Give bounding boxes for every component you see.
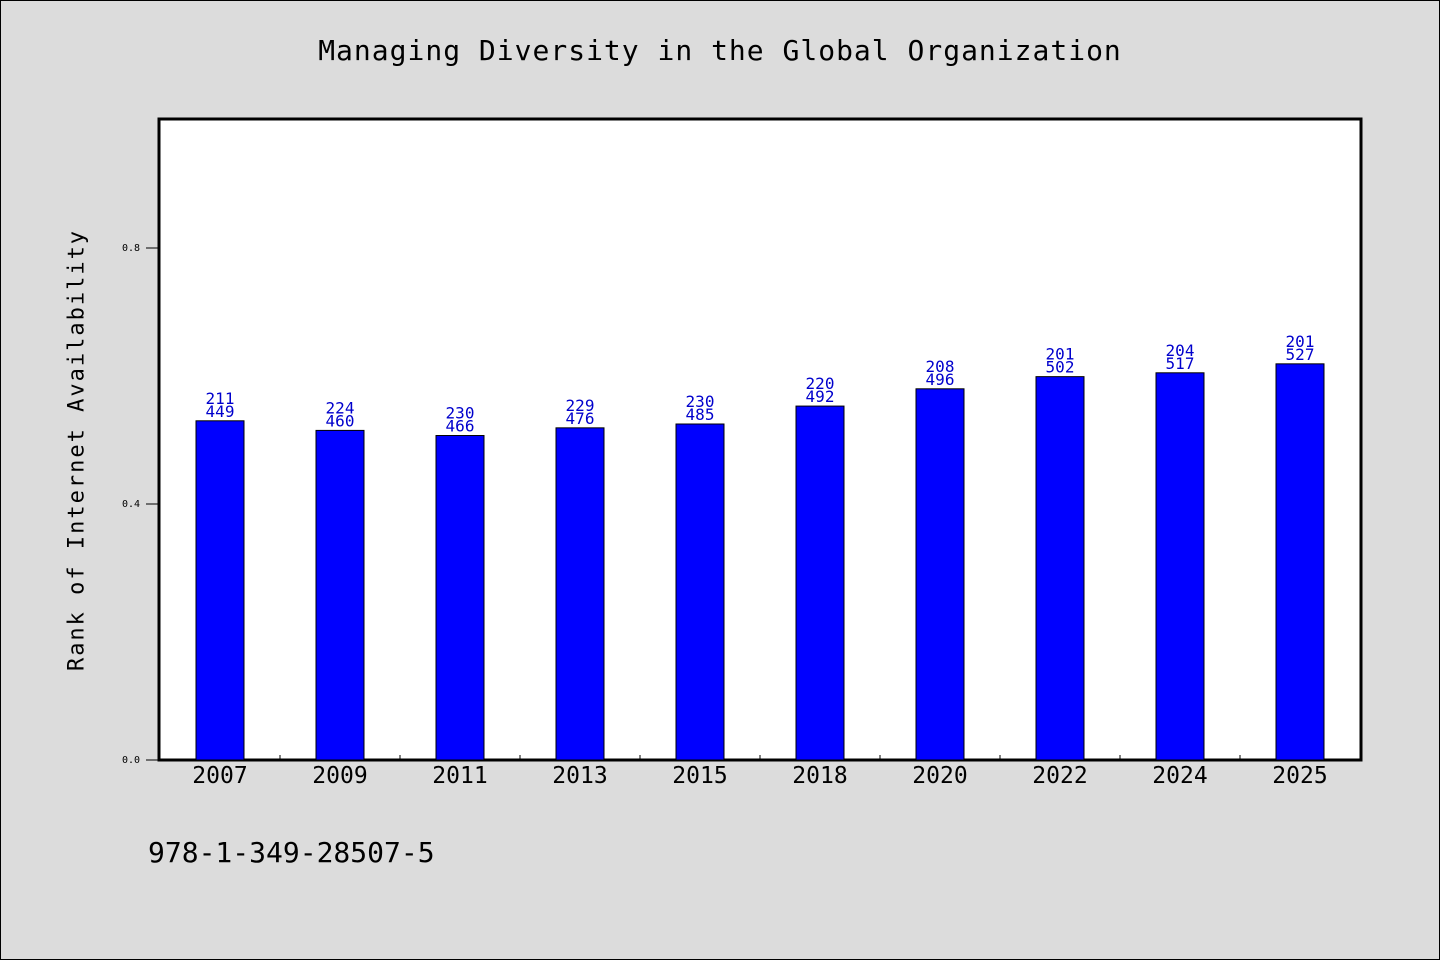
x-tick-label: 2013 [552, 763, 607, 789]
chart-title: Managing Diversity in the Global Organiz… [318, 34, 1122, 67]
bar [555, 427, 605, 761]
data-label-bottom: 485 [686, 405, 715, 424]
data-label-top: 230 [446, 404, 475, 423]
x-tick-label: 2025 [1272, 763, 1327, 789]
bar [195, 420, 245, 761]
data-label-top: 220 [806, 374, 835, 393]
y-axis-ticks: 0.0 0.4 0.8 [122, 243, 160, 766]
data-label-top: 224 [326, 398, 355, 417]
bar [915, 388, 965, 761]
data-label-bottom: 466 [446, 417, 475, 436]
x-tick-label: 2018 [792, 763, 847, 789]
data-label-top: 230 [686, 392, 715, 411]
data-label-top: 211 [206, 389, 235, 408]
x-tick-label: 2022 [1032, 763, 1087, 789]
x-tick-label: 2020 [912, 763, 967, 789]
data-label-bottom: 476 [566, 409, 595, 428]
data-label-top: 208 [926, 357, 955, 376]
bar [1035, 376, 1085, 761]
x-axis-ticks: 2007 2009 2011 2013 2015 2018 2020 2022 2024 2025 [192, 755, 1328, 789]
data-label-bottom: 449 [206, 402, 235, 421]
x-tick-label: 2015 [672, 763, 727, 789]
data-label-bottom: 527 [1286, 345, 1315, 364]
data-label-top: 229 [566, 396, 595, 415]
x-tick-label: 2007 [192, 763, 247, 789]
x-tick-label: 2024 [1152, 763, 1207, 789]
data-label-bottom: 496 [926, 370, 955, 389]
data-label-bottom: 460 [326, 411, 355, 430]
data-label-top: 201 [1286, 332, 1315, 351]
bar [435, 435, 485, 761]
bars [195, 363, 1325, 761]
bar [795, 405, 845, 761]
bar [315, 429, 365, 761]
data-label-top: 201 [1046, 345, 1075, 364]
bar [1155, 372, 1205, 761]
y-tick-label: 0.0 [122, 755, 140, 766]
data-label-bottom: 517 [1166, 354, 1195, 373]
bar [1275, 363, 1325, 761]
data-label-top: 204 [1166, 341, 1195, 360]
data-label-bottom: 492 [806, 387, 835, 406]
data-label-bottom: 502 [1046, 358, 1075, 377]
x-tick-label: 2011 [432, 763, 487, 789]
bar [675, 423, 725, 761]
y-tick-label: 0.8 [122, 243, 140, 254]
x-tick-label: 2009 [312, 763, 367, 789]
y-axis-label: Rank of Internet Availability [64, 228, 90, 672]
isbn-text: 978-1-349-28507-5 [148, 836, 435, 869]
y-tick-label: 0.4 [122, 499, 140, 510]
